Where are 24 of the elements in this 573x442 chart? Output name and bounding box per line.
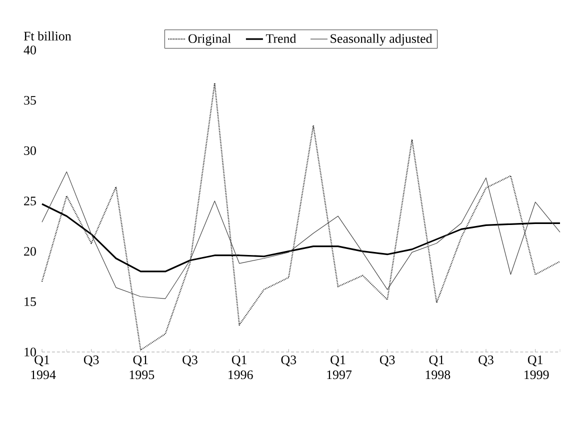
legend-label: Original [188, 34, 231, 46]
x-tick-label: Q3 [182, 356, 198, 366]
y-tick-label: 30 [24, 146, 36, 156]
line-series [42, 172, 560, 299]
y-tick-label: 35 [24, 96, 36, 105]
y-tick-label: 40 [24, 46, 36, 54]
y-tick-label: 10 [24, 348, 36, 356]
x-tick-label: Q3 [380, 356, 395, 366]
y-tick-label: 15 [24, 297, 36, 306]
x-tick-label: Q3 [84, 356, 99, 366]
x-tick-label: Q1 1994 [31, 356, 56, 380]
y-axis-title: Ft billion [24, 31, 72, 40]
legend-label: Seasonally adjusted [330, 34, 432, 46]
y-tick-label: 25 [24, 196, 36, 206]
line-series [41, 82, 561, 351]
y-tick-label: 20 [24, 246, 36, 256]
x-tick-label: Q3 [478, 356, 494, 366]
x-tick-label: Q1 1998 [426, 356, 450, 380]
legend-label: Trend [266, 34, 296, 43]
x-tick-label: Q1 1996 [228, 356, 253, 380]
x-tick-label: Q1 1997 [327, 356, 352, 380]
x-tick-label: Q3 [281, 356, 296, 366]
x-tick-label: Q1 1999 [524, 356, 549, 380]
x-tick-label: Q1 1995 [130, 356, 154, 380]
